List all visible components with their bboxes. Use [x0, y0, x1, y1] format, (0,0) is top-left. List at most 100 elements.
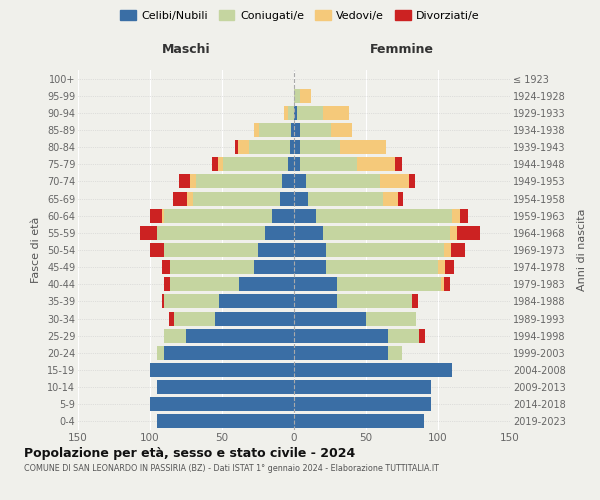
Bar — [452, 208, 460, 222]
Bar — [238, 140, 250, 154]
Bar — [383, 192, 398, 205]
Bar — [157, 380, 294, 394]
Bar — [294, 174, 305, 188]
Bar — [441, 278, 444, 291]
Bar — [161, 260, 170, 274]
Bar — [326, 243, 444, 257]
Bar — [305, 174, 380, 188]
Bar — [409, 174, 415, 188]
Bar — [412, 294, 418, 308]
Bar — [250, 140, 290, 154]
Bar — [235, 140, 238, 154]
Bar — [193, 192, 280, 205]
Bar — [150, 208, 161, 222]
Bar — [196, 174, 283, 188]
Y-axis label: Anni di nascita: Anni di nascita — [577, 209, 587, 291]
Bar — [358, 158, 395, 172]
Bar — [388, 328, 419, 342]
Bar — [187, 192, 193, 205]
Bar — [164, 208, 272, 222]
Bar — [337, 294, 412, 308]
Bar — [280, 192, 294, 205]
Legend: Celibi/Nubili, Coniugati/e, Vedovi/e, Divorziati/e: Celibi/Nubili, Coniugati/e, Vedovi/e, Di… — [118, 8, 482, 23]
Bar — [150, 363, 294, 377]
Bar — [288, 106, 294, 120]
Text: Popolazione per età, sesso e stato civile - 2024: Popolazione per età, sesso e stato civil… — [24, 448, 355, 460]
Bar — [294, 312, 366, 326]
Bar — [150, 243, 164, 257]
Bar — [239, 278, 294, 291]
Bar — [173, 192, 187, 205]
Text: Maschi: Maschi — [161, 44, 211, 57]
Bar — [300, 88, 311, 102]
Bar — [323, 106, 349, 120]
Bar — [388, 346, 402, 360]
Bar — [175, 312, 215, 326]
Bar — [161, 208, 164, 222]
Bar — [460, 208, 468, 222]
Bar — [297, 106, 323, 120]
Bar — [294, 208, 316, 222]
Bar — [223, 158, 288, 172]
Bar — [331, 123, 352, 137]
Bar — [284, 106, 288, 120]
Bar — [157, 226, 265, 240]
Bar — [300, 123, 331, 137]
Text: COMUNE DI SAN LEONARDO IN PASSIRIA (BZ) - Dati ISTAT 1° gennaio 2024 - Elaborazi: COMUNE DI SAN LEONARDO IN PASSIRIA (BZ) … — [24, 464, 439, 473]
Bar — [294, 363, 452, 377]
Bar — [190, 174, 196, 188]
Bar — [288, 158, 294, 172]
Bar — [259, 123, 291, 137]
Bar — [294, 106, 297, 120]
Bar — [254, 260, 294, 274]
Bar — [294, 328, 388, 342]
Bar — [170, 278, 239, 291]
Bar — [215, 312, 294, 326]
Bar — [170, 260, 254, 274]
Bar — [157, 414, 294, 428]
Bar — [294, 123, 300, 137]
Bar — [294, 398, 431, 411]
Bar — [398, 192, 403, 205]
Bar — [169, 312, 175, 326]
Y-axis label: Fasce di età: Fasce di età — [31, 217, 41, 283]
Bar — [283, 174, 294, 188]
Bar — [258, 243, 294, 257]
Bar — [340, 140, 386, 154]
Bar — [212, 158, 218, 172]
Bar — [308, 192, 383, 205]
Bar — [445, 260, 454, 274]
Text: Femmine: Femmine — [370, 44, 434, 57]
Bar — [326, 260, 438, 274]
Bar — [294, 243, 326, 257]
Bar — [337, 278, 441, 291]
Bar — [444, 243, 451, 257]
Bar — [451, 243, 466, 257]
Bar — [218, 158, 223, 172]
Bar — [164, 278, 170, 291]
Bar — [380, 174, 409, 188]
Bar — [294, 278, 337, 291]
Bar — [294, 380, 431, 394]
Bar — [265, 226, 294, 240]
Bar — [457, 226, 480, 240]
Bar — [164, 294, 219, 308]
Bar — [449, 226, 457, 240]
Bar — [161, 294, 164, 308]
Bar — [272, 208, 294, 222]
Bar — [438, 260, 445, 274]
Bar — [316, 208, 452, 222]
Bar — [294, 226, 323, 240]
Bar — [150, 398, 294, 411]
Bar — [294, 414, 424, 428]
Bar — [219, 294, 294, 308]
Bar — [294, 294, 337, 308]
Bar — [300, 140, 340, 154]
Bar — [294, 140, 300, 154]
Bar — [294, 88, 300, 102]
Bar — [395, 158, 402, 172]
Bar — [186, 328, 294, 342]
Bar — [294, 192, 308, 205]
Bar — [179, 174, 190, 188]
Bar — [290, 140, 294, 154]
